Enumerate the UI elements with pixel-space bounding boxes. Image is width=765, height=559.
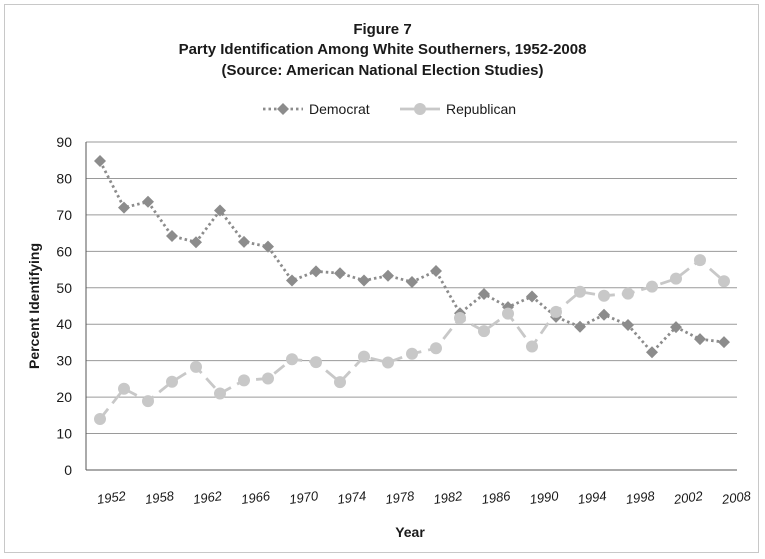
democrat-point (286, 274, 298, 287)
y-tick-label: 50 (56, 280, 72, 296)
x-tick-label: 1994 (577, 488, 608, 507)
x-tick-label: 1986 (481, 488, 512, 507)
democrat-point (94, 154, 106, 167)
democrat-point (598, 308, 610, 321)
x-tick-label: 2002 (672, 488, 704, 507)
x-tick-label: 1990 (529, 488, 560, 507)
x-tick-label: 1982 (433, 488, 464, 507)
republican-point (214, 387, 226, 400)
republican-point (310, 356, 322, 369)
republican-point (190, 360, 202, 373)
democrat-point (694, 333, 706, 346)
y-tick-label: 30 (56, 353, 72, 369)
republican-point (718, 275, 730, 288)
x-tick-label: 1974 (336, 488, 367, 507)
legend-democrat-marker (277, 103, 289, 115)
democrat-point (430, 265, 442, 278)
democrat-point (262, 240, 274, 253)
y-tick-label: 0 (64, 462, 72, 478)
gridlines (85, 141, 737, 471)
republican-point (286, 353, 298, 366)
x-tick-label: 1970 (288, 488, 319, 507)
chart-title: Figure 7 (353, 21, 412, 38)
republican-point (694, 254, 706, 267)
y-tick-label: 60 (56, 243, 72, 259)
democrat-point (190, 236, 202, 249)
republican-point (574, 285, 586, 298)
y-tick-label: 70 (56, 207, 72, 223)
republican-point (382, 356, 394, 369)
chart-source: (Source: American National Election Stud… (221, 62, 544, 79)
y-axis-label: Percent Identifying (26, 243, 42, 369)
democrat-point (118, 201, 130, 214)
republican-point (646, 280, 658, 293)
democrat-point (646, 346, 658, 359)
series-group (94, 154, 730, 425)
x-tick-label: 1962 (192, 488, 223, 507)
chart-subtitle: Party Identification Among White Souther… (178, 41, 587, 58)
republican-point (94, 412, 106, 425)
republican-point (142, 395, 154, 408)
democrat-point (214, 204, 226, 217)
democrat-point (406, 275, 418, 288)
x-tick-label: 2008 (720, 488, 752, 507)
democrat-point (310, 265, 322, 278)
democrat-point (622, 318, 634, 331)
republican-point (526, 340, 538, 353)
democrat-point (478, 287, 490, 300)
chart-frame (4, 4, 759, 553)
democrat-point (166, 230, 178, 243)
democrat-point (142, 195, 154, 208)
republican-point (670, 272, 682, 285)
legend-republican-label: Republican (446, 101, 516, 117)
republican-point (118, 382, 130, 395)
republican-point (358, 350, 370, 363)
y-tick-label: 40 (56, 316, 72, 332)
legend-republican-marker (414, 103, 426, 115)
y-axis-ticks: 0 10 20 30 40 50 60 70 80 90 (56, 134, 72, 478)
legend: Democrat Republican (263, 101, 516, 117)
republican-point (334, 376, 346, 389)
democrat-point (526, 290, 538, 303)
republican-point (478, 325, 490, 338)
republican-point (502, 307, 514, 320)
republican-point (430, 342, 442, 355)
republican-point (166, 375, 178, 388)
republican-point (406, 347, 418, 360)
x-tick-label: 1978 (384, 488, 415, 507)
democrat-point (670, 321, 682, 334)
republican-point (238, 374, 250, 387)
x-tick-label: 1998 (625, 488, 656, 507)
democrat-point (238, 235, 250, 248)
x-tick-label: 1958 (144, 488, 175, 507)
x-axis-label: Year (395, 524, 425, 540)
x-tick-label: 1966 (240, 488, 271, 507)
republican-point (262, 372, 274, 385)
republican-point (598, 289, 610, 302)
y-tick-label: 90 (56, 134, 72, 150)
x-axis-ticks: 1952 1958 1962 1966 1970 1974 1978 1982 1986 1990… (96, 488, 752, 507)
republican-point (454, 312, 466, 325)
democrat-point (718, 336, 730, 349)
democrat-point (358, 274, 370, 287)
democrat-point (382, 269, 394, 282)
republican-point (550, 305, 562, 318)
democrat-point (574, 320, 586, 333)
democrat-point (334, 267, 346, 280)
y-tick-label: 20 (56, 389, 72, 405)
republican-point (622, 287, 634, 300)
y-tick-label: 80 (56, 170, 72, 186)
x-tick-label: 1952 (96, 488, 127, 507)
y-tick-label: 10 (56, 426, 72, 442)
legend-democrat-label: Democrat (309, 101, 370, 117)
